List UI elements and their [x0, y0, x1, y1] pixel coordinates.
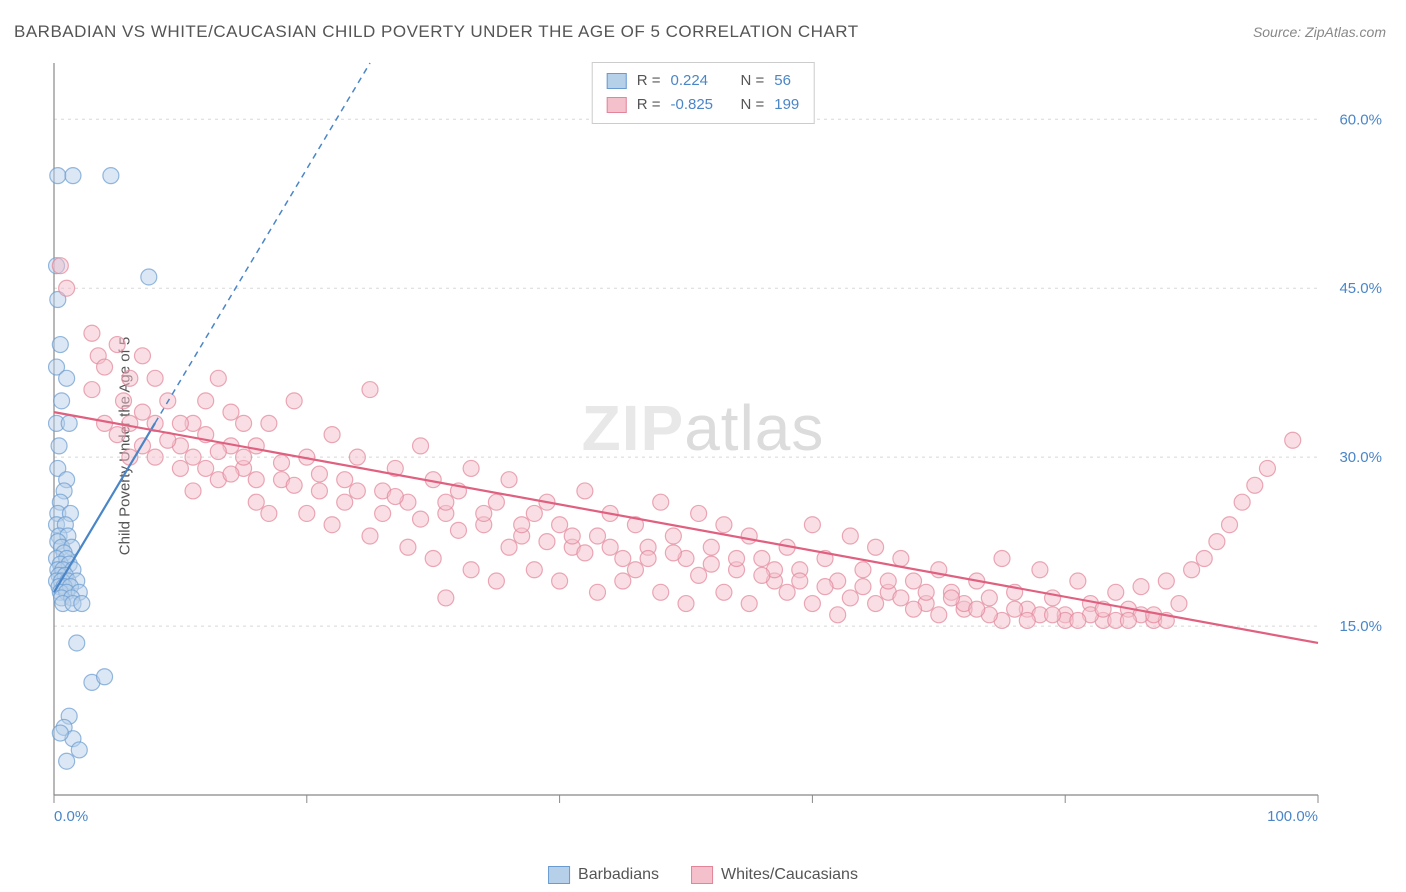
- scatter-chart: 15.0% 30.0% 45.0% 60.0% 0.0% 100.0%: [48, 55, 1388, 835]
- legend-row-whites: R = -0.825 N = 199: [607, 93, 800, 117]
- n-value-whites: 199: [774, 93, 799, 117]
- r-value-whites: -0.825: [670, 93, 730, 117]
- legend-swatch-whites: [607, 97, 627, 113]
- legend-item-barbadians: Barbadians: [548, 866, 659, 884]
- series-legend: Barbadians Whites/Caucasians: [548, 866, 858, 884]
- legend-swatch-whites-bottom: [691, 866, 713, 884]
- svg-text:30.0%: 30.0%: [1339, 449, 1382, 466]
- svg-text:0.0%: 0.0%: [54, 808, 88, 825]
- r-label: R =: [637, 93, 661, 117]
- legend-swatch-barbadians: [607, 73, 627, 89]
- legend-item-whites: Whites/Caucasians: [691, 866, 858, 884]
- chart-title: BARBADIAN VS WHITE/CAUCASIAN CHILD POVER…: [14, 22, 859, 42]
- legend-row-barbadians: R = 0.224 N = 56: [607, 69, 800, 93]
- legend-label-barbadians: Barbadians: [578, 866, 659, 884]
- source-label: Source:: [1253, 24, 1301, 40]
- legend-swatch-barbadians-bottom: [548, 866, 570, 884]
- n-label: N =: [740, 69, 764, 93]
- source-value: ZipAtlas.com: [1305, 24, 1386, 40]
- svg-text:100.0%: 100.0%: [1267, 808, 1318, 825]
- r-label: R =: [637, 69, 661, 93]
- r-value-barbadians: 0.224: [670, 69, 730, 93]
- svg-text:15.0%: 15.0%: [1339, 618, 1382, 635]
- svg-text:60.0%: 60.0%: [1339, 111, 1382, 128]
- n-value-barbadians: 56: [774, 69, 791, 93]
- svg-text:45.0%: 45.0%: [1339, 280, 1382, 297]
- n-label: N =: [740, 93, 764, 117]
- source-attribution: Source: ZipAtlas.com: [1253, 24, 1386, 40]
- correlation-legend: R = 0.224 N = 56 R = -0.825 N = 199: [592, 62, 815, 124]
- legend-label-whites: Whites/Caucasians: [721, 866, 858, 884]
